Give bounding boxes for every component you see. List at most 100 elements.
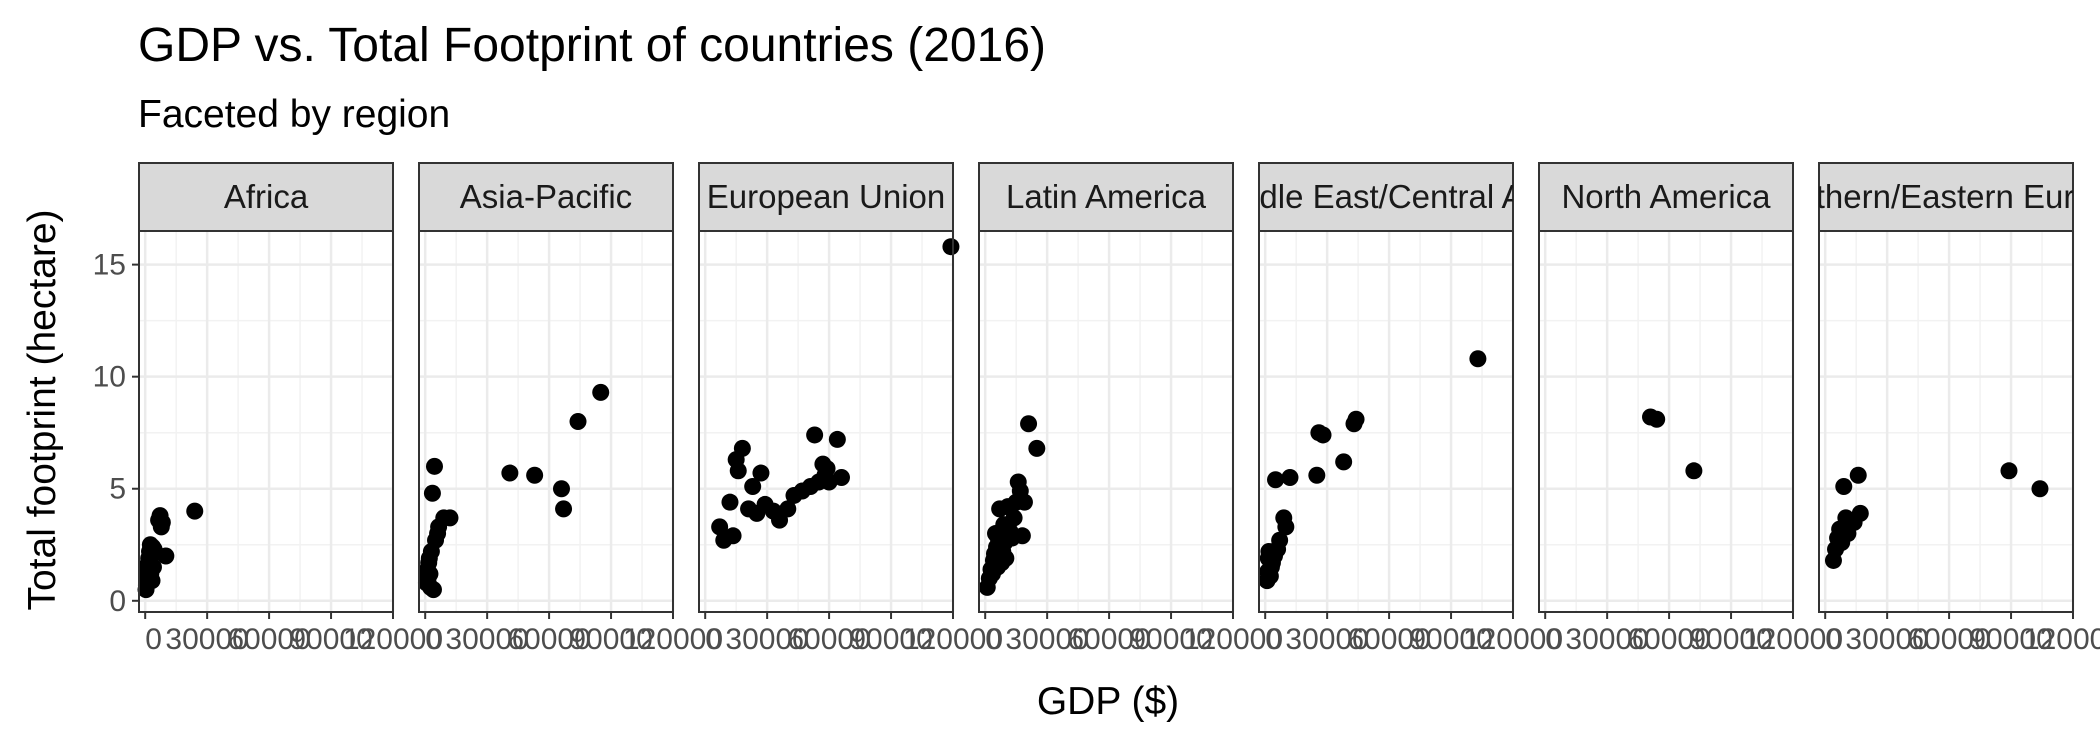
panel-background xyxy=(1539,231,1793,612)
x-tick-label: 120000 xyxy=(903,623,1003,656)
data-point xyxy=(143,572,161,590)
data-point xyxy=(555,500,573,518)
data-point xyxy=(1277,518,1295,536)
x-tick-label: 30000 xyxy=(165,623,248,656)
data-point xyxy=(1469,350,1487,368)
panel-background xyxy=(139,231,393,612)
data-point xyxy=(1648,410,1666,428)
data-point xyxy=(157,547,175,565)
panel-border xyxy=(698,230,954,613)
data-point xyxy=(501,464,519,482)
data-point xyxy=(1020,415,1038,433)
facet-strip-label: Asia-Pacific xyxy=(460,178,632,215)
x-axis-title: GDP ($) xyxy=(1037,680,1179,723)
x-tick-label: 0 xyxy=(985,623,1002,656)
x-tick-label: 120000 xyxy=(1183,623,1283,656)
panel-background xyxy=(699,231,953,612)
data-point xyxy=(1271,531,1289,549)
data-point xyxy=(752,464,770,482)
panel-border xyxy=(978,230,1234,613)
data-point xyxy=(733,439,751,457)
x-tick-label: 90000 xyxy=(1409,623,1492,656)
x-tick-label: 60000 xyxy=(1067,623,1150,656)
facet-strip xyxy=(138,162,394,232)
data-point xyxy=(721,493,739,511)
x-tick-label: 60000 xyxy=(787,623,870,656)
x-tick-label: 30000 xyxy=(1845,623,1928,656)
x-tick-label: 120000 xyxy=(1743,623,1843,656)
y-axis-title: Total footprint (hectare) xyxy=(21,209,64,610)
x-tick-label: 0 xyxy=(425,623,442,656)
data-point xyxy=(744,477,762,495)
data-point xyxy=(186,502,204,520)
x-tick-label: 60000 xyxy=(227,623,310,656)
data-point xyxy=(1851,504,1869,522)
x-tick-label: 60000 xyxy=(507,623,590,656)
facet-strip xyxy=(978,162,1234,232)
x-tick-label: 60000 xyxy=(1907,623,1990,656)
data-point xyxy=(1835,477,1853,495)
data-point xyxy=(441,509,459,527)
facet-strip-label: Middle East/Central Asia xyxy=(1206,178,1566,215)
data-point xyxy=(569,413,587,430)
panel-background xyxy=(979,231,1233,612)
x-tick-label: 30000 xyxy=(725,623,808,656)
data-point xyxy=(1347,410,1365,428)
x-tick-label: 60000 xyxy=(1627,623,1710,656)
facet-strip xyxy=(1258,162,1514,232)
data-point xyxy=(1028,439,1046,457)
x-tick-label: 90000 xyxy=(289,623,372,656)
facet-strip-label: North America xyxy=(1561,178,1771,215)
x-tick-label: 30000 xyxy=(445,623,528,656)
facet-strip xyxy=(1818,162,2074,232)
panel-background xyxy=(419,231,673,612)
x-tick-label: 30000 xyxy=(1005,623,1088,656)
data-point xyxy=(729,462,747,480)
facet-strip-label: Northern/Eastern Europe xyxy=(1763,178,2100,215)
data-point xyxy=(711,518,729,536)
data-point xyxy=(526,466,544,484)
data-point xyxy=(2000,462,2018,480)
data-point xyxy=(552,480,570,498)
facet-strip xyxy=(698,162,954,232)
chart-subtitle: Faceted by region xyxy=(138,93,450,136)
data-point xyxy=(997,549,1015,567)
facet-strip-label: European Union xyxy=(707,178,946,215)
panel-background xyxy=(1819,231,2073,612)
facet-strip xyxy=(418,162,674,232)
data-point xyxy=(818,460,836,478)
x-tick-label: 90000 xyxy=(1969,623,2052,656)
x-tick-label: 90000 xyxy=(849,623,932,656)
data-point xyxy=(1308,466,1326,484)
data-point xyxy=(724,527,742,545)
x-tick-label: 120000 xyxy=(343,623,443,656)
data-point xyxy=(1267,471,1285,489)
data-point xyxy=(1013,527,1031,545)
x-tick-label: 30000 xyxy=(1285,623,1368,656)
data-point xyxy=(592,383,610,401)
data-point xyxy=(2031,480,2049,498)
facet-strip-label: Latin America xyxy=(1006,178,1207,215)
data-point xyxy=(1849,466,1867,484)
data-point xyxy=(1015,493,1033,511)
data-point xyxy=(153,513,171,531)
chart-title: GDP vs. Total Footprint of countries (20… xyxy=(138,19,1046,72)
x-tick-label: 90000 xyxy=(1129,623,1212,656)
data-point xyxy=(1281,469,1299,487)
x-tick-label: 120000 xyxy=(1463,623,1563,656)
data-point xyxy=(1314,426,1332,444)
data-point xyxy=(942,238,960,256)
x-tick-label: 0 xyxy=(705,623,722,656)
x-tick-label: 0 xyxy=(1825,623,1842,656)
y-axis: 0 5 10 15 xyxy=(93,249,139,618)
panel-border xyxy=(138,230,394,613)
x-tick-label: 0 xyxy=(1545,623,1562,656)
x-tick-label: 0 xyxy=(1265,623,1282,656)
panel-background xyxy=(1259,231,1513,612)
panel-border xyxy=(1258,230,1514,613)
data-point xyxy=(779,500,797,518)
x-tick-label: 0 xyxy=(145,623,162,656)
